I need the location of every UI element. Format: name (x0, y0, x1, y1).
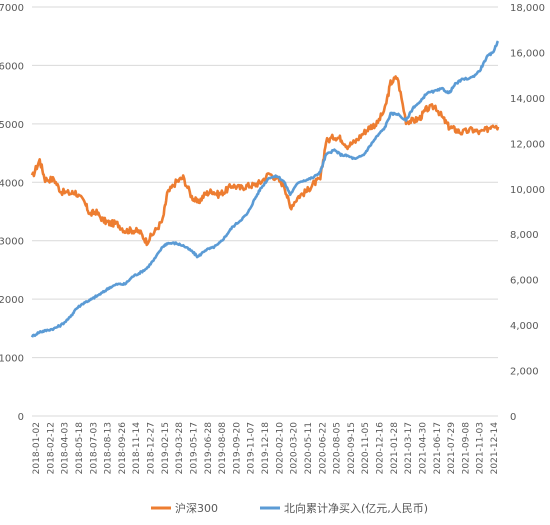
x-tick-label: 2021-09-08 (461, 422, 471, 475)
x-tick-label: 2021-06-17 (433, 422, 443, 474)
x-tick-label: 2019-11-07 (247, 422, 257, 474)
x-tick-label: 2018-01-02 (32, 422, 42, 474)
x-tick-label: 2019-02-15 (161, 422, 171, 474)
x-tick-label: 2019-03-28 (175, 422, 185, 475)
x-tick-label: 2018-11-14 (132, 422, 142, 475)
y-left-tick-label: 1000 (0, 354, 24, 365)
y-right-tick-label: 10,000 (510, 185, 545, 196)
y-right-tick-label: 12,000 (510, 139, 545, 150)
y-left-tick-label: 5000 (0, 120, 24, 131)
x-tick-label: 2021-12-14 (490, 422, 500, 475)
y-right-tick-label: 16,000 (510, 48, 545, 59)
x-tick-label: 2019-08-08 (218, 422, 228, 475)
x-tick-label: 2021-01-28 (390, 422, 400, 475)
x-tick-label: 2021-03-17 (404, 422, 414, 474)
x-tick-label: 2020-08-05 (333, 422, 343, 474)
y-right-tick-label: 4,000 (510, 321, 539, 332)
y-axis-left: 0 1000 2000 3000 4000 5000 6000 7000 (0, 3, 24, 423)
x-tick-label: 2018-09-26 (118, 422, 128, 475)
x-tick-label: 2019-12-18 (261, 422, 271, 475)
y-right-tick-label: 14,000 (510, 94, 545, 105)
x-tick-label: 2019-05-17 (189, 422, 199, 474)
x-tick-label: 2020-12-16 (376, 422, 386, 475)
y-axis-right: 0 2,000 4,000 6,000 8,000 10,000 12,000 14,000 1… (510, 3, 545, 423)
legend-label-northbound: 北向累计净买入(亿元,人民币) (284, 501, 428, 515)
x-tick-label: 2019-09-20 (232, 422, 242, 475)
x-tick-label: 2021-04-30 (418, 422, 428, 475)
x-tick-label: 2020-05-11 (304, 422, 314, 474)
y-left-tick-label: 0 (18, 412, 24, 423)
y-left-tick-label: 2000 (0, 295, 24, 306)
x-tick-label: 2019-06-28 (204, 422, 214, 475)
x-tick-label: 2021-07-29 (447, 422, 457, 475)
series-layer (30, 40, 500, 338)
x-tick-label: 2018-05-18 (75, 422, 85, 475)
y-left-tick-label: 4000 (0, 178, 24, 189)
x-tick-label: 2018-12-27 (147, 422, 157, 474)
y-right-tick-label: 6,000 (510, 276, 539, 287)
x-tick-label: 2018-08-13 (104, 422, 114, 474)
x-tick-label: 2018-02-12 (46, 422, 56, 474)
x-axis-labels: 2018-01-02 2018-02-12 2018-04-03 2018-05-18… (32, 422, 500, 475)
y-right-tick-label: 18,000 (510, 3, 545, 14)
y-right-tick-label: 2,000 (510, 367, 539, 378)
y-right-tick-label: 8,000 (510, 230, 539, 241)
y-left-tick-label: 7000 (0, 3, 24, 14)
series-line-1 (30, 40, 500, 338)
legend: 沪深300 北向累计净买入(亿元,人民币) (151, 501, 428, 515)
gridlines (32, 6, 498, 359)
x-tick-label: 2018-07-03 (89, 422, 99, 474)
x-tick-label: 2020-11-05 (361, 422, 371, 474)
x-tick-label: 2020-03-20 (290, 422, 300, 475)
y-left-tick-label: 3000 (0, 237, 24, 248)
x-tick-label: 2020-06-22 (318, 422, 328, 474)
x-tick-label: 2021-11-03 (476, 422, 486, 474)
x-tick-label: 2020-02-10 (275, 422, 285, 475)
x-tick-label: 2020-09-15 (347, 422, 357, 474)
y-right-tick-label: 0 (510, 412, 516, 423)
legend-label-csi300: 沪深300 (175, 501, 218, 515)
x-tick-label: 2018-04-03 (61, 422, 71, 474)
y-left-tick-label: 6000 (0, 61, 24, 72)
series-line-0 (30, 75, 500, 247)
